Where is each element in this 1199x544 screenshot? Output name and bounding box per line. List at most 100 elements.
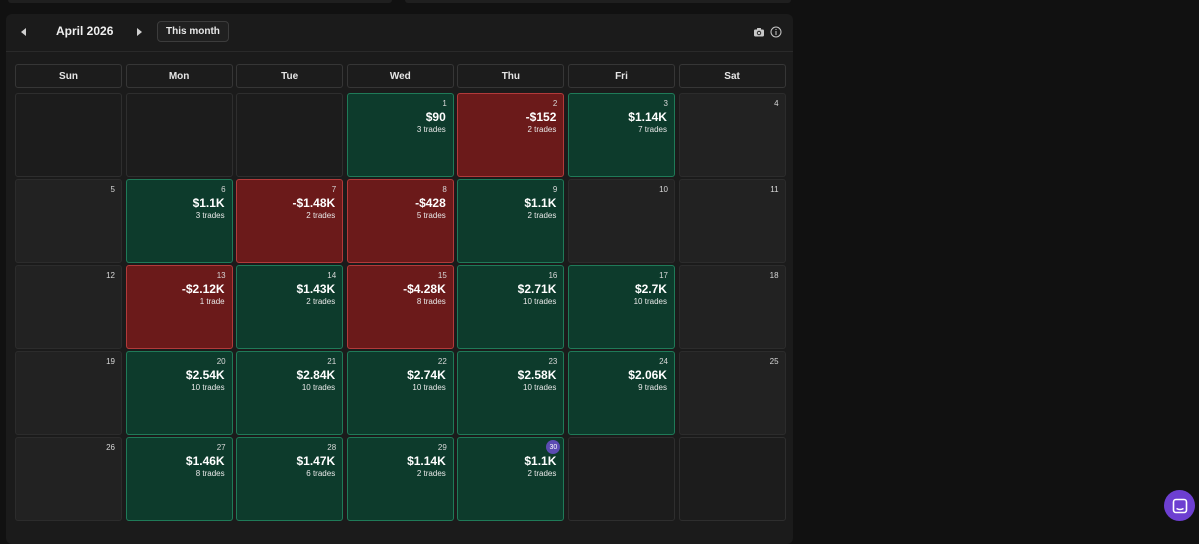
day-number: 28 [327, 443, 337, 452]
calendar-empty-cell [567, 437, 675, 521]
day-number: 29 [437, 443, 447, 452]
day-pnl-value: $2.71K [517, 282, 557, 296]
camera-icon[interactable] [753, 26, 765, 38]
calendar-empty-cell [125, 93, 233, 177]
day-number: 8 [442, 185, 447, 194]
day-trade-count: 2 trades [306, 297, 336, 306]
top-panel-edge-right [405, 0, 791, 3]
day-trade-count: 10 trades [523, 297, 557, 306]
day-number: 11 [770, 185, 779, 194]
day-trade-count: 2 trades [306, 211, 336, 220]
day-number: 20 [216, 357, 226, 366]
calendar-day-7[interactable]: 7 -$1.48K 2 trades [236, 179, 344, 263]
day-pnl-value: $1.46K [185, 454, 225, 468]
weekday-sat: Sat [678, 64, 786, 88]
day-trade-count: 10 trades [301, 383, 336, 392]
calendar-day-6[interactable]: 6 $1.1K 3 trades [125, 179, 233, 263]
calendar-day-24[interactable]: 24 $2.06K 9 trades [567, 351, 675, 435]
day-trade-count: 5 trades [416, 211, 446, 220]
calendar-day-11[interactable]: 11 [678, 179, 786, 263]
today-day-number-badge: 30 [546, 440, 561, 454]
day-number: 18 [769, 271, 779, 280]
day-number: 7 [331, 185, 337, 194]
day-pnl-value: $1.1K [192, 196, 225, 210]
calendar-day-9[interactable]: 9 $1.1K 2 trades [457, 179, 565, 263]
day-pnl-value: $1.14K [628, 110, 667, 124]
calendar-day-22[interactable]: 22 $2.74K 10 trades [346, 351, 454, 435]
day-number: 9 [552, 185, 558, 194]
day-trade-count: 1 trade [199, 297, 225, 306]
calendar-empty-cell [15, 93, 122, 177]
day-number: 17 [659, 271, 668, 280]
chevron-left-icon [20, 28, 26, 36]
day-pnl-value: -$2.12K [181, 282, 225, 296]
day-number: 16 [548, 271, 558, 280]
day-number: 19 [106, 357, 115, 366]
calendar-grid: 1 $90 3 trades 2 -$152 2 trades 3 $1.14K 7 trade… [15, 93, 786, 521]
weekday-fri: Fri [567, 64, 675, 88]
weekday-tue: Tue [236, 64, 344, 88]
day-number: 6 [221, 185, 226, 194]
day-number: 23 [548, 357, 558, 366]
weekday-wed: Wed [346, 64, 454, 88]
calendar-day-3[interactable]: 3 $1.14K 7 trades [567, 93, 675, 177]
day-trade-count: 2 trades [527, 469, 557, 478]
day-number: 1 [442, 99, 447, 108]
calendar-day-16[interactable]: 16 $2.71K 10 trades [457, 265, 565, 349]
day-number: 2 [552, 99, 558, 108]
day-number: 27 [216, 443, 226, 452]
calendar-day-18[interactable]: 18 [678, 265, 786, 349]
next-month-button[interactable] [132, 24, 146, 40]
calendar-day-27[interactable]: 27 $1.46K 8 trades [125, 437, 233, 521]
day-number: 14 [327, 271, 337, 280]
day-trade-count: 3 trades [416, 125, 446, 134]
calendar-day-25[interactable]: 25 [678, 351, 786, 435]
this-month-button[interactable]: This month [157, 21, 229, 42]
day-pnl-value: -$1.48K [292, 196, 336, 210]
calendar-day-29[interactable]: 29 $1.14K 2 trades [346, 437, 454, 521]
chat-support-button[interactable] [1164, 490, 1195, 521]
day-pnl-value: $1.43K [296, 282, 336, 296]
day-pnl-value: $1.1K [524, 196, 557, 210]
calendar-empty-cell [236, 93, 344, 177]
day-trade-count: 10 trades [523, 383, 557, 392]
calendar-day-13[interactable]: 13 -$2.12K 1 trade [125, 265, 233, 349]
calendar-day-1[interactable]: 1 $90 3 trades [346, 93, 454, 177]
day-pnl-value: -$152 [525, 110, 557, 124]
day-trade-count: 8 trades [416, 297, 446, 306]
calendar-day-19[interactable]: 19 [15, 351, 122, 435]
day-pnl-value: -$4.28K [403, 282, 446, 296]
day-pnl-value: $2.06K [628, 368, 667, 382]
calendar-day-15[interactable]: 15 -$4.28K 8 trades [346, 265, 454, 349]
day-number: 3 [663, 99, 668, 108]
calendar-day-21[interactable]: 21 $2.84K 10 trades [236, 351, 344, 435]
day-number: 25 [769, 357, 779, 366]
day-pnl-value: $2.54K [185, 368, 225, 382]
calendar-day-5[interactable]: 5 [15, 179, 122, 263]
day-number: 26 [106, 443, 115, 452]
day-number: 10 [659, 185, 668, 194]
day-number: 21 [327, 357, 337, 366]
day-pnl-value: $2.58K [517, 368, 557, 382]
calendar-day-20[interactable]: 20 $2.54K 10 trades [125, 351, 233, 435]
calendar-day-4[interactable]: 4 [678, 93, 786, 177]
calendar-day-14[interactable]: 14 $1.43K 2 trades [236, 265, 344, 349]
weekday-thu: Thu [457, 64, 565, 88]
calendar-day-30[interactable]: 30 $1.1K 2 trades [457, 437, 565, 521]
day-number: 13 [216, 271, 226, 280]
calendar-day-17[interactable]: 17 $2.7K 10 trades [567, 265, 675, 349]
calendar-day-28[interactable]: 28 $1.47K 6 trades [236, 437, 344, 521]
info-icon[interactable] [770, 26, 782, 38]
calendar-day-2[interactable]: 2 -$152 2 trades [457, 93, 565, 177]
calendar-panel: April 2026 This month Sun Mon Tue Wed Th… [6, 14, 793, 544]
calendar-day-10[interactable]: 10 [567, 179, 675, 263]
calendar-day-26[interactable]: 26 [15, 437, 122, 521]
calendar-day-8[interactable]: 8 -$428 5 trades [346, 179, 454, 263]
prev-month-button[interactable] [16, 24, 30, 40]
calendar-day-23[interactable]: 23 $2.58K 10 trades [457, 351, 565, 435]
day-number: 22 [437, 357, 447, 366]
day-trade-count: 10 trades [191, 383, 225, 392]
day-pnl-value: $2.84K [296, 368, 336, 382]
calendar-day-12[interactable]: 12 [15, 265, 122, 349]
day-pnl-value: $90 [425, 110, 446, 124]
